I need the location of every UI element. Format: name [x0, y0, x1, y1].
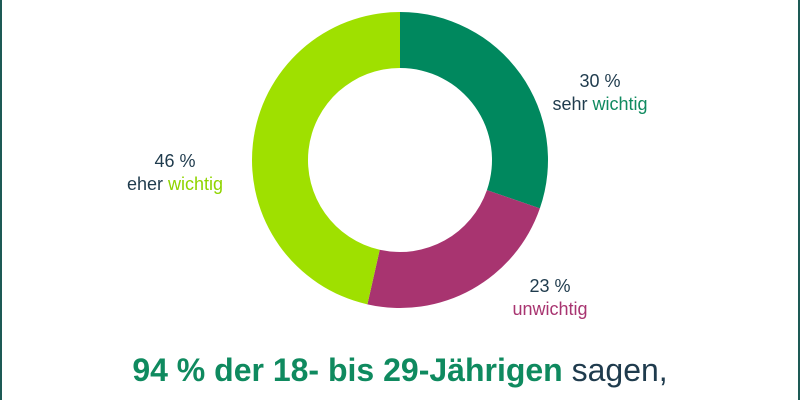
footer-statement: 94 % der 18- bis 29-Jährigen sagen, — [0, 352, 800, 389]
label-value: 23 % — [529, 276, 571, 296]
label-unwichtig: 23 % unwichtig — [480, 275, 620, 321]
label-value: 30 % — [579, 71, 621, 91]
footer-rest: sagen, — [571, 352, 668, 388]
label-prefix: eher — [126, 174, 163, 194]
label-highlight: wichtig — [168, 174, 224, 194]
label-value: 46 % — [154, 151, 196, 171]
donut-slice-0 — [400, 12, 548, 209]
label-sehr-wichtig: 30 % sehr wichtig — [530, 70, 670, 116]
label-highlight: wichtig — [592, 94, 648, 114]
footer-highlight: 94 % der 18- bis 29-Jährigen — [132, 352, 563, 388]
donut-slice-2 — [251, 12, 400, 305]
donut-slice-1 — [367, 190, 540, 308]
label-eher-wichtig: 46 % eher wichtig — [105, 150, 245, 196]
label-highlight: unwichtig — [512, 299, 588, 319]
label-prefix: sehr — [552, 94, 588, 114]
